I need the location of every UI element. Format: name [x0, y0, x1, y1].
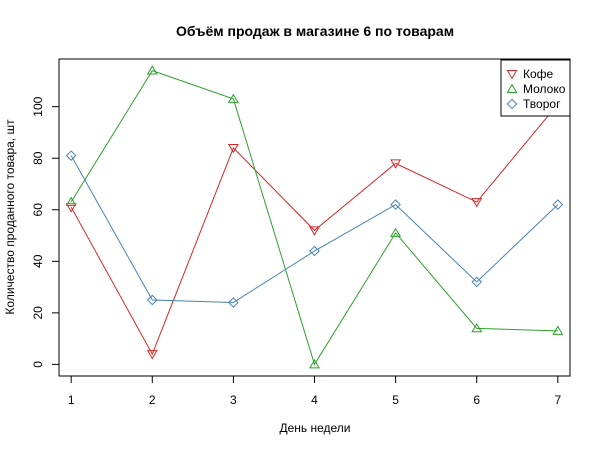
y-tick-label: 40 [31, 254, 45, 268]
legend-label: Кофе [523, 67, 554, 81]
x-tick-label: 6 [473, 393, 480, 407]
y-tick-label: 60 [31, 203, 45, 217]
data-point [471, 198, 483, 208]
legend-label: Творог [523, 97, 561, 111]
y-tick-label: 0 [31, 361, 45, 368]
data-point [65, 150, 77, 161]
legend-box [500, 59, 571, 117]
x-axis-label: День недели [279, 421, 350, 435]
legend-marker [506, 83, 518, 93]
legend-label: Молоко [523, 82, 566, 96]
data-point [228, 297, 239, 308]
series-line [70, 155, 559, 304]
axes: 1 2 3 4 5 6 7 0 20 40 60 80 100 [31, 96, 561, 407]
y-tick-label: 20 [31, 306, 45, 320]
x-tick-label: 4 [311, 393, 318, 407]
legend-marker [506, 98, 518, 110]
data-point [471, 276, 483, 288]
x-tick-label: 3 [230, 393, 237, 407]
data-point [390, 227, 402, 237]
legend-marker [506, 70, 518, 80]
data-point [552, 325, 564, 335]
series-2 [65, 65, 564, 369]
series-line [70, 103, 559, 356]
data-point [65, 196, 77, 206]
legend-item: Творог [506, 97, 561, 111]
data-point [390, 159, 402, 169]
data-point [309, 245, 320, 257]
y-tick-label: 80 [31, 151, 45, 165]
series-1 [65, 100, 564, 360]
legend-item: Молоко [506, 82, 566, 96]
data-point [65, 203, 77, 213]
data-point [146, 350, 158, 360]
series-3 [65, 150, 564, 308]
data-point [471, 322, 483, 333]
series-layer [65, 65, 564, 369]
x-tick-label: 2 [149, 393, 156, 407]
chart-title: Объём продаж в магазине 6 по товарам [176, 23, 454, 39]
data-point [309, 359, 320, 369]
y-tick-label: 100 [31, 96, 45, 116]
x-tick-label: 5 [392, 393, 399, 407]
series-line [70, 69, 558, 366]
legend-item: Кофе [506, 67, 554, 81]
data-point [390, 199, 401, 210]
x-tick-label: 1 [68, 393, 75, 407]
data-point [552, 199, 564, 210]
x-tick-label: 7 [554, 393, 561, 407]
data-point [146, 294, 158, 306]
data-point [309, 226, 320, 236]
data-point [227, 93, 239, 103]
data-point [146, 65, 158, 75]
y-axis-label: Количество проданного товара, шт [3, 119, 17, 315]
data-point [227, 143, 239, 154]
